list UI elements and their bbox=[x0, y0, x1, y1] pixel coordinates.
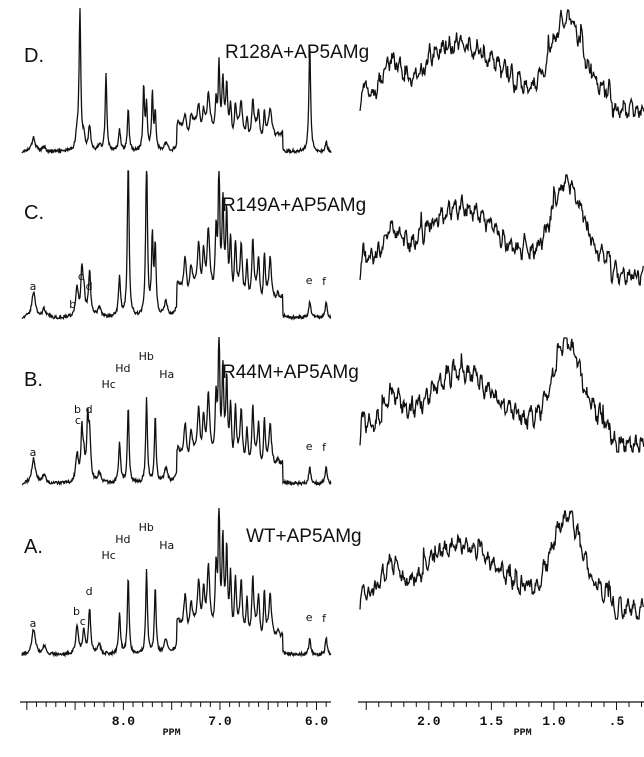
tick-label: 8.0 bbox=[112, 714, 136, 729]
tick-label: .5 bbox=[609, 714, 625, 729]
peak-label: Hb bbox=[139, 521, 154, 534]
peak-label: d bbox=[86, 280, 93, 293]
peak-label: b bbox=[69, 298, 76, 311]
aliphatic-spectrum-0 bbox=[359, 9, 644, 119]
tick-label: 2.0 bbox=[417, 714, 441, 729]
peak-label: Hd bbox=[115, 533, 130, 546]
panel-letter: D. bbox=[24, 45, 44, 67]
aromatic-spectrum-3 bbox=[21, 507, 332, 658]
peak-label: a bbox=[30, 446, 37, 459]
panel-letter: C. bbox=[24, 202, 44, 224]
peak-label: c bbox=[75, 414, 81, 427]
panel-letter: B. bbox=[24, 369, 43, 391]
panel-title: R44M+AP5AMg bbox=[222, 362, 359, 383]
peak-label: e bbox=[306, 611, 313, 624]
ppm-axes: 8.0 7.0 6.0 PPM 2.0 1.5 1.0 .5 PPM bbox=[20, 701, 644, 739]
aromatic-spectrum-1 bbox=[21, 170, 332, 321]
panel-title: R149A+AP5AMg bbox=[222, 195, 366, 216]
tick-label: 1.0 bbox=[542, 714, 566, 729]
aliphatic-spectrum-1 bbox=[359, 174, 644, 287]
peak-label: Hb bbox=[139, 350, 154, 363]
peak-label: b bbox=[74, 403, 81, 416]
tick-label: 7.0 bbox=[208, 714, 232, 729]
peak-label: Hc bbox=[102, 378, 116, 391]
peak-label: Hc bbox=[102, 549, 116, 562]
peak-label: f bbox=[322, 441, 327, 454]
peak-label: d bbox=[86, 585, 93, 598]
peak-label: Ha bbox=[159, 539, 174, 552]
peak-label: d bbox=[86, 403, 93, 416]
peak-label: e bbox=[306, 274, 313, 287]
panel-letter: A. bbox=[24, 536, 43, 558]
peak-label: c bbox=[80, 615, 86, 628]
peak-label: Hd bbox=[115, 362, 130, 375]
peak-label: f bbox=[322, 612, 327, 625]
axis-label: PPM bbox=[163, 728, 181, 739]
axis-label: PPM bbox=[514, 728, 532, 739]
peak-label: c bbox=[78, 270, 84, 283]
peak-label: f bbox=[322, 275, 327, 288]
aliphatic-spectrum-3 bbox=[359, 510, 644, 620]
panel-title: WT+AP5AMg bbox=[246, 526, 362, 547]
tick-label: 1.5 bbox=[480, 714, 504, 729]
peak-label: a bbox=[30, 617, 37, 630]
spectra-traces bbox=[21, 8, 644, 658]
aromatic-spectrum-2 bbox=[21, 336, 332, 487]
aliphatic-spectrum-2 bbox=[359, 337, 644, 453]
peak-label: b bbox=[73, 605, 80, 618]
tick-label: 6.0 bbox=[305, 714, 329, 729]
peak-label: a bbox=[30, 280, 37, 293]
panel-title: R128A+AP5AMg bbox=[225, 42, 369, 63]
aromatic-spectrum-0 bbox=[21, 8, 332, 155]
peak-label: e bbox=[306, 440, 313, 453]
peak-label: Ha bbox=[159, 368, 174, 381]
